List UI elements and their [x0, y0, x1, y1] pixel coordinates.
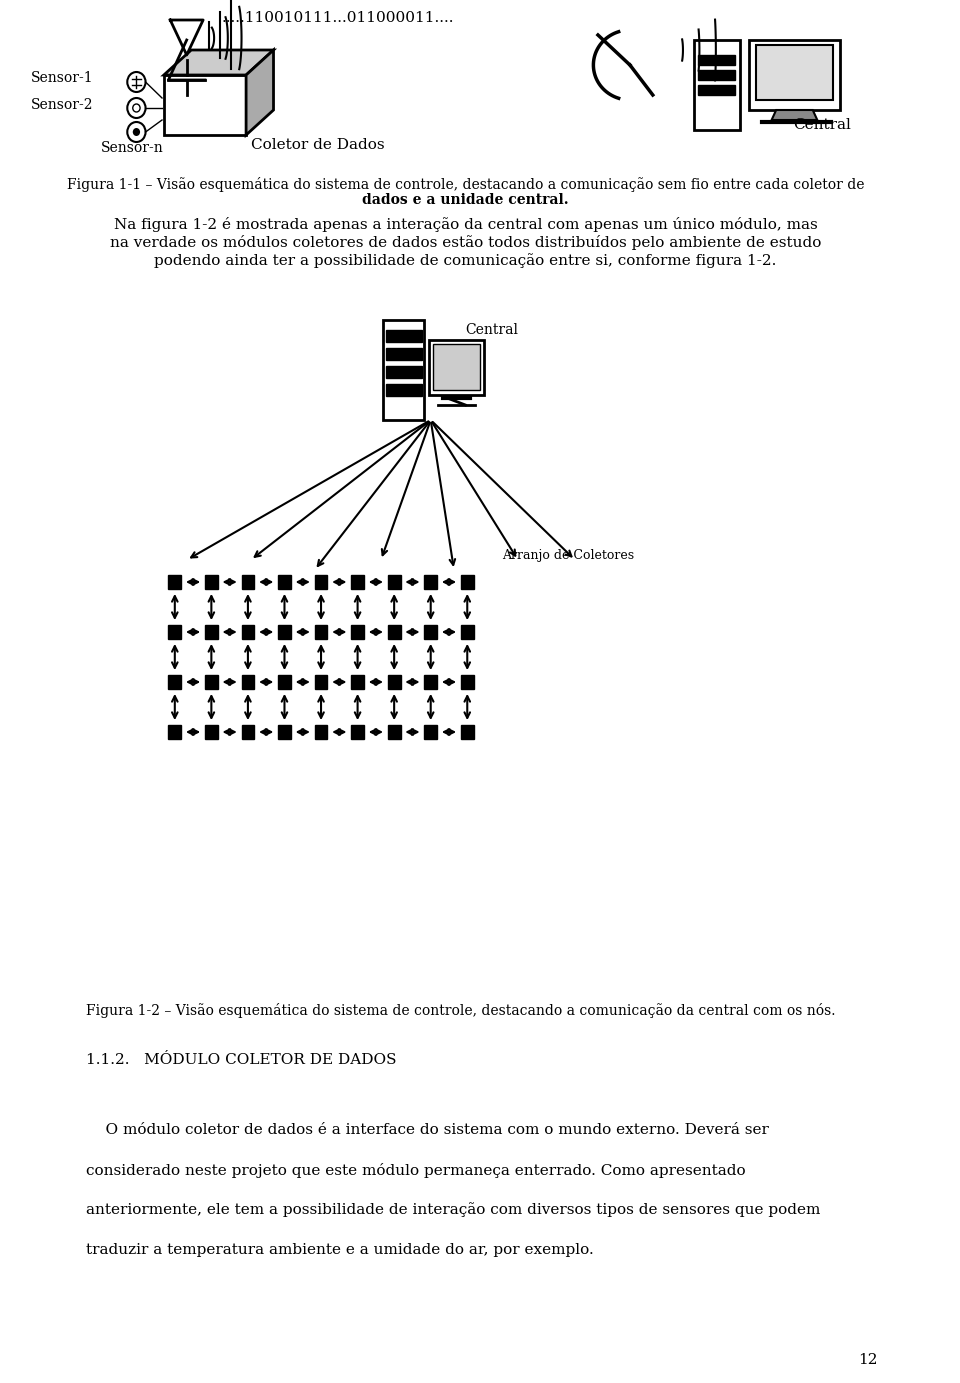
Polygon shape [386, 349, 421, 360]
Polygon shape [756, 46, 833, 100]
Polygon shape [168, 625, 181, 639]
Circle shape [132, 129, 140, 136]
Polygon shape [168, 725, 181, 739]
Polygon shape [351, 675, 364, 689]
Polygon shape [386, 366, 421, 378]
Polygon shape [278, 675, 291, 689]
Polygon shape [386, 384, 421, 396]
Text: 1.1.2.   MÓDULO COLETOR DE DADOS: 1.1.2. MÓDULO COLETOR DE DADOS [86, 1052, 396, 1068]
Text: Coletor de Dados: Coletor de Dados [251, 138, 384, 152]
Polygon shape [388, 725, 400, 739]
Polygon shape [461, 625, 473, 639]
Polygon shape [461, 675, 473, 689]
Circle shape [128, 98, 146, 118]
Text: Na figura 1-2 é mostrada apenas a interação da central com apenas um único módul: Na figura 1-2 é mostrada apenas a intera… [113, 217, 817, 232]
Polygon shape [242, 575, 254, 589]
Polygon shape [461, 725, 473, 739]
Text: Central: Central [466, 324, 518, 337]
Polygon shape [388, 625, 400, 639]
Text: Sensor-2: Sensor-2 [32, 98, 94, 112]
Polygon shape [424, 625, 437, 639]
Polygon shape [205, 575, 218, 589]
Text: Central: Central [793, 118, 851, 131]
Text: Figura 1-1 – Visão esquemática do sistema de controle, destacando a comunicação : Figura 1-1 – Visão esquemática do sistem… [66, 177, 864, 192]
Polygon shape [168, 575, 181, 589]
Polygon shape [315, 625, 327, 639]
Polygon shape [388, 675, 400, 689]
Polygon shape [772, 111, 817, 120]
Polygon shape [388, 575, 400, 589]
Text: anteriormente, ele tem a possibilidade de interação com diversos tipos de sensor: anteriormente, ele tem a possibilidade d… [86, 1203, 821, 1217]
Polygon shape [699, 71, 735, 80]
Polygon shape [351, 725, 364, 739]
Text: Sensor-1: Sensor-1 [32, 71, 94, 84]
Polygon shape [278, 625, 291, 639]
Polygon shape [205, 625, 218, 639]
Polygon shape [694, 40, 739, 130]
Circle shape [128, 122, 146, 142]
Polygon shape [749, 40, 840, 111]
Polygon shape [424, 725, 437, 739]
Text: Sensor-n: Sensor-n [101, 141, 163, 155]
Polygon shape [164, 50, 274, 75]
Polygon shape [461, 575, 473, 589]
Polygon shape [424, 575, 437, 589]
Polygon shape [433, 344, 480, 390]
Polygon shape [383, 319, 424, 420]
Polygon shape [205, 675, 218, 689]
Text: podendo ainda ter a possibilidade de comunicação entre si, conforme figura 1-2.: podendo ainda ter a possibilidade de com… [155, 253, 777, 268]
Polygon shape [278, 575, 291, 589]
Polygon shape [242, 625, 254, 639]
Text: Arranjo de Coletores: Arranjo de Coletores [502, 549, 635, 561]
Text: considerado neste projeto que este módulo permaneça enterrado. Como apresentado: considerado neste projeto que este módul… [86, 1163, 746, 1177]
Polygon shape [386, 331, 421, 342]
Polygon shape [315, 575, 327, 589]
Polygon shape [164, 75, 246, 136]
Polygon shape [242, 675, 254, 689]
Circle shape [128, 72, 146, 93]
Text: .....110010111...011000011....: .....110010111...011000011.... [221, 11, 454, 25]
Polygon shape [699, 55, 735, 65]
Polygon shape [424, 675, 437, 689]
Text: na verdade os módulos coletores de dados estão todos distribuídos pelo ambiente : na verdade os módulos coletores de dados… [109, 235, 821, 250]
Text: traduzir a temperatura ambiente e a umidade do ar, por exemplo.: traduzir a temperatura ambiente e a umid… [86, 1243, 594, 1257]
Polygon shape [315, 675, 327, 689]
Polygon shape [351, 575, 364, 589]
Polygon shape [205, 725, 218, 739]
Text: 12: 12 [858, 1353, 877, 1366]
Polygon shape [278, 725, 291, 739]
Polygon shape [429, 340, 484, 396]
Polygon shape [242, 725, 254, 739]
Polygon shape [315, 725, 327, 739]
Polygon shape [168, 675, 181, 689]
Polygon shape [699, 84, 735, 95]
Polygon shape [246, 50, 274, 136]
Polygon shape [351, 625, 364, 639]
Text: O módulo coletor de dados é a interface do sistema com o mundo externo. Deverá s: O módulo coletor de dados é a interface … [86, 1123, 769, 1137]
Text: Figura 1-2 – Visão esquemática do sistema de controle, destacando a comunicação : Figura 1-2 – Visão esquemática do sistem… [86, 1003, 835, 1018]
Text: dados e a unidade central.: dados e a unidade central. [362, 194, 568, 207]
